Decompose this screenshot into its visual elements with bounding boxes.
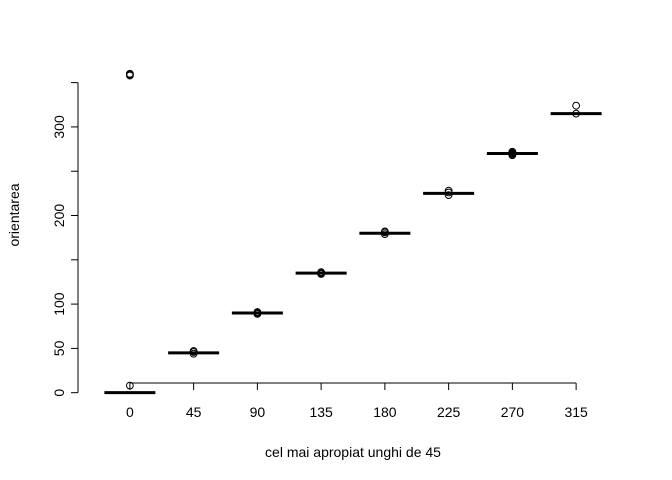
y-tick-label: 100 <box>51 292 67 316</box>
outlier-point <box>572 109 581 118</box>
x-tick-label: 135 <box>309 404 333 420</box>
x-tick-label: 0 <box>126 404 134 420</box>
x-axis: 0 45 90 135 180 225 270 315 <box>126 382 588 420</box>
outlier-point <box>380 227 389 236</box>
outlier-point <box>508 147 517 156</box>
x-tick-label: 315 <box>564 404 588 420</box>
outlier-point <box>572 101 581 110</box>
y-tick-label: 0 <box>51 389 67 397</box>
outlier-point <box>125 381 134 390</box>
y-axis: 0 50 100 200 300 <box>51 82 79 397</box>
y-tick-label: 200 <box>51 204 67 228</box>
y-tick-label: 50 <box>51 340 67 356</box>
x-axis-title: cel mai apropiat unghi de 45 <box>265 444 441 460</box>
y-tick-label: 300 <box>51 115 67 139</box>
x-tick-label: 90 <box>250 404 266 420</box>
outlier-point <box>125 69 134 78</box>
box-series <box>104 69 602 395</box>
outlier-point <box>444 191 453 200</box>
x-tick-label: 225 <box>437 404 461 420</box>
outlier-point <box>253 308 262 316</box>
x-tick-label: 45 <box>186 404 202 420</box>
outlier-point <box>317 268 326 277</box>
x-tick-label: 180 <box>373 404 397 420</box>
outlier-point <box>189 347 198 355</box>
y-axis-title: orientarea <box>6 183 22 246</box>
x-tick-label: 270 <box>501 404 525 420</box>
outlier-point <box>444 186 453 195</box>
